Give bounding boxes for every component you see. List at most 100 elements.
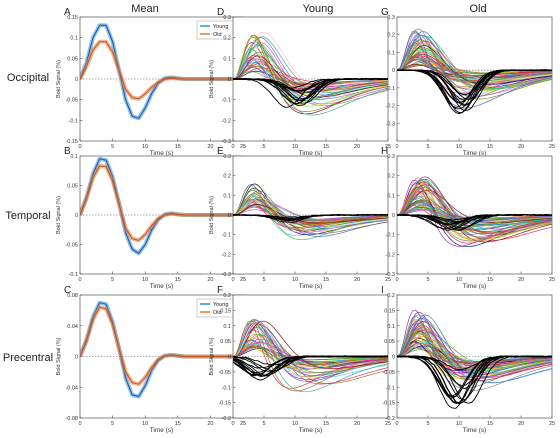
x-tick-label: 0: [231, 421, 234, 427]
x-tick-label: 25: [549, 421, 555, 427]
x-tick-label: 20: [207, 421, 213, 427]
y-tick-label: -0.1: [222, 385, 231, 391]
column-title-young: Young: [303, 3, 334, 15]
highlight-line: [397, 69, 552, 114]
x-axis-label: Time (s): [150, 283, 174, 290]
plot-area: [397, 28, 552, 115]
x-axis-label: Time (s): [299, 283, 323, 290]
y-tick-label: 0: [75, 355, 78, 361]
subject-line: [233, 341, 388, 365]
y-tick-label: 0.3: [223, 15, 231, 21]
y-axis-label: Bold Signal (%): [209, 337, 215, 375]
panel-c: 0 5 10 15 20 25 -0.08 -0.04 0 0.04 0.08C Time (s) Bo…: [56, 285, 246, 434]
subject-line: [233, 37, 388, 102]
legend-entry: Old: [213, 310, 222, 316]
subject-line: [233, 36, 388, 94]
plot-area: [233, 318, 388, 393]
x-tick-label: 10: [142, 421, 148, 427]
subject-line: [397, 348, 552, 360]
subject-line: [397, 199, 552, 223]
legend-entry: Young: [213, 24, 228, 30]
plot-area: [397, 176, 552, 248]
plot-area: [233, 183, 388, 241]
row-label-temporal: Temporal: [5, 210, 50, 222]
panel-letter: E: [217, 146, 224, 157]
x-tick-label: 25: [240, 144, 246, 150]
panel-letter: C: [64, 285, 71, 296]
subject-line: [397, 208, 552, 221]
x-tick-label: 10: [456, 144, 462, 150]
highlight-line: [397, 355, 552, 404]
x-tick-label: 5: [262, 277, 265, 283]
y-tick-label: 0: [228, 355, 231, 361]
subject-line: [233, 321, 388, 371]
subject-line: [233, 319, 388, 376]
panel-letter: D: [217, 7, 224, 18]
y-tick-label: 0.2: [387, 174, 395, 180]
x-tick-label: 10: [292, 144, 298, 150]
y-tick-label: 0.1: [387, 324, 395, 330]
y-tick-label: 0: [228, 213, 231, 219]
x-tick-label: 0: [78, 144, 81, 150]
panel-i: 0 5 10 15 20 25-0.2-0.15-0.1-0.0500.050.10.15…: [381, 285, 555, 434]
panel-f: 0 5 10 15 20 25 -0.2 -0.15 -0.1 -0.05 0 0.05 0.1 0.15…: [209, 285, 391, 434]
subject-line: [397, 181, 552, 238]
y-axis-label: Bold Signal (%): [56, 196, 62, 234]
x-tick-label: 25: [385, 421, 391, 427]
y-tick-label: 0.2: [223, 36, 231, 42]
subject-line: [233, 198, 388, 232]
y-axis-label: Bold Signal (%): [56, 60, 62, 98]
y-tick-label: -0.3: [222, 139, 231, 145]
x-axis-label: Time (s): [463, 283, 487, 290]
panel-letter: A: [64, 7, 71, 18]
subject-line: [397, 196, 552, 230]
x-tick-label: 25: [385, 144, 391, 150]
x-tick-label: 5: [262, 421, 265, 427]
x-tick-label: 15: [487, 277, 493, 283]
x-tick-label: 20: [518, 277, 524, 283]
subject-line: [233, 332, 388, 378]
y-tick-label: 0.05: [220, 339, 231, 345]
subject-line: [233, 333, 388, 373]
subject-line: [397, 30, 552, 109]
x-tick-label: 15: [323, 421, 329, 427]
x-tick-label: 20: [354, 144, 360, 150]
x-tick-label: 5: [111, 144, 114, 150]
y-tick-label: 0.15: [384, 308, 395, 314]
subject-line: [397, 314, 552, 371]
x-tick-label: 0: [395, 421, 398, 427]
y-tick-label: -0.1: [386, 86, 395, 92]
y-tick-label: -0.3: [386, 121, 395, 127]
subject-line: [397, 188, 552, 235]
x-tick-label: 20: [207, 277, 213, 283]
y-tick-label: 0: [75, 213, 78, 219]
y-tick-label: -0.3: [386, 272, 395, 278]
y-tick-label: -0.2: [386, 252, 395, 258]
x-tick-label: 20: [354, 277, 360, 283]
x-tick-label: 15: [487, 421, 493, 427]
y-tick-label: 0.05: [384, 339, 395, 345]
subject-line: [233, 320, 388, 393]
y-tick-label: 0.3: [387, 154, 395, 160]
y-tick-label: -0.2: [386, 104, 395, 110]
y-tick-label: 0: [392, 213, 395, 219]
x-tick-label: 15: [175, 144, 181, 150]
series-line-old: [80, 306, 243, 385]
x-tick-label: 25: [549, 144, 555, 150]
y-tick-label: 0.2: [223, 174, 231, 180]
subject-line: [233, 193, 388, 225]
subject-line: [233, 46, 388, 105]
subject-line: [233, 345, 388, 366]
x-tick-label: 10: [142, 277, 148, 283]
y-tick-label: -0.05: [65, 98, 78, 104]
x-tick-label: 15: [487, 144, 493, 150]
panel-letter: B: [64, 146, 71, 157]
subject-line: [233, 197, 388, 229]
column-title-old: Old: [469, 3, 486, 15]
subject-line: [397, 183, 552, 236]
x-tick-label: 25: [240, 421, 246, 427]
x-tick-label: 15: [323, 277, 329, 283]
subject-line: [233, 209, 388, 220]
y-tick-label: -0.05: [382, 370, 395, 376]
